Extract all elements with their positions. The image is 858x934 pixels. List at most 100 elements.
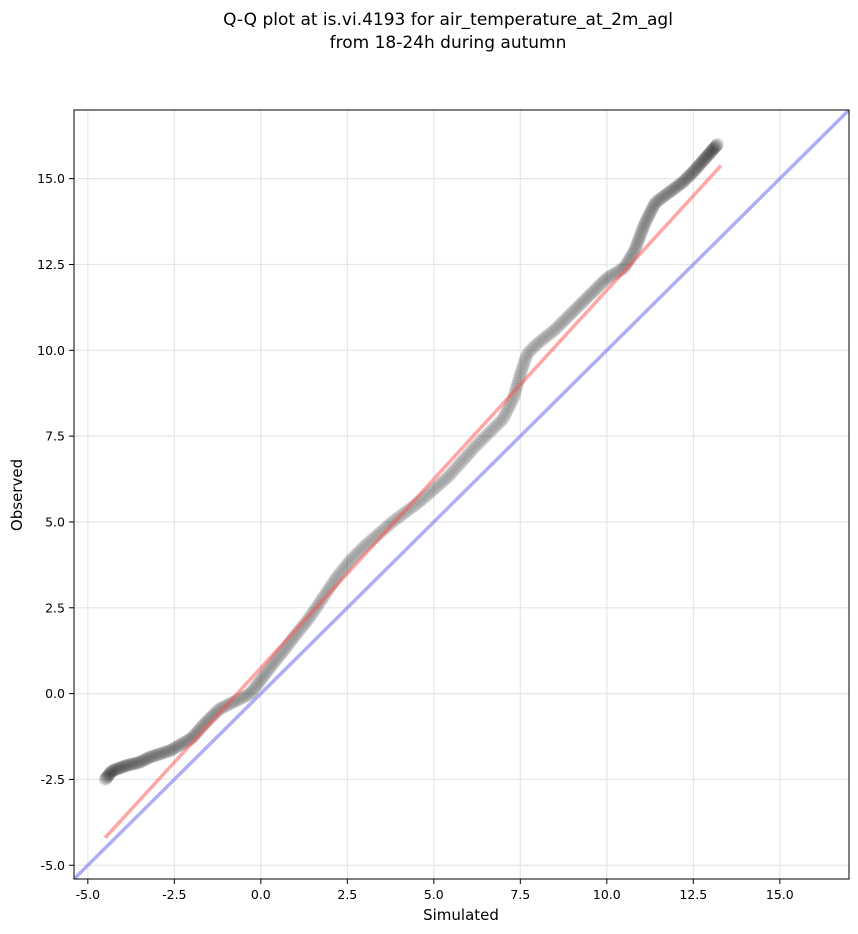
data-point	[349, 547, 363, 561]
data-point	[528, 339, 542, 353]
data-point	[633, 228, 647, 242]
data-point	[676, 175, 690, 189]
data-point	[149, 748, 163, 762]
data-point	[347, 549, 361, 563]
data-point	[382, 518, 396, 532]
data-point	[158, 745, 172, 759]
data-point	[255, 671, 269, 685]
data-point	[425, 484, 439, 498]
data-point	[566, 304, 580, 318]
data-point	[345, 551, 359, 565]
data-point	[637, 219, 651, 233]
data-point	[673, 177, 687, 191]
data-point	[575, 296, 589, 310]
data-point	[693, 157, 707, 171]
data-point	[656, 190, 670, 204]
data-point	[466, 442, 480, 456]
x-tick-label: 5.0	[424, 887, 444, 902]
data-point	[604, 268, 618, 282]
data-point	[240, 688, 254, 702]
fit-line-path	[103, 164, 723, 839]
data-point	[711, 137, 725, 151]
data-point	[682, 169, 696, 183]
data-point	[109, 762, 123, 776]
data-point	[655, 191, 669, 205]
data-point	[704, 145, 718, 159]
data-point	[123, 758, 137, 772]
data-point	[464, 444, 478, 458]
data-point	[526, 341, 540, 355]
data-point	[160, 745, 174, 759]
data-point	[494, 414, 508, 428]
data-point	[112, 761, 126, 775]
data-point	[453, 457, 467, 471]
data-point	[169, 740, 183, 754]
data-point	[585, 286, 599, 300]
x-axis-ticks: -5.0 -2.5 0.0 2.5 5.0 7.5 10.0 12.5 15.0	[76, 879, 794, 902]
data-point	[296, 618, 310, 632]
data-point	[672, 178, 686, 192]
data-point	[251, 677, 265, 691]
identity-line	[74, 110, 849, 879]
data-point	[139, 752, 153, 766]
data-point	[457, 452, 471, 466]
data-point	[577, 294, 591, 308]
data-point	[474, 434, 488, 448]
data-point	[665, 183, 679, 197]
data-point	[687, 164, 701, 178]
data-point	[646, 200, 660, 214]
data-point	[451, 459, 465, 473]
data-point	[648, 197, 662, 211]
data-point	[486, 422, 500, 436]
data-point	[705, 144, 719, 158]
data-point	[634, 226, 648, 240]
data-point	[704, 144, 718, 158]
data-point	[517, 356, 531, 370]
data-point	[701, 149, 715, 163]
data-point	[697, 153, 711, 167]
data-point	[709, 139, 723, 153]
data-point	[631, 234, 645, 248]
chart-title-line-2: from 18-24h during autumn	[330, 33, 567, 53]
data-point	[124, 757, 138, 771]
data-point	[262, 662, 276, 676]
data-point	[595, 276, 609, 290]
fit-line	[103, 164, 723, 839]
data-point	[538, 330, 552, 344]
data-point	[652, 193, 666, 207]
data-point	[663, 185, 677, 199]
data-point	[248, 680, 262, 694]
data-point	[104, 765, 118, 779]
data-point	[635, 224, 649, 238]
y-tick-label: 7.5	[45, 429, 65, 444]
data-point	[570, 301, 584, 315]
data-point	[540, 329, 554, 343]
data-point	[696, 154, 710, 168]
identity-line-path	[74, 110, 849, 879]
data-point	[131, 756, 145, 770]
data-point	[100, 770, 114, 784]
data-point	[168, 741, 182, 755]
data-point	[455, 454, 469, 468]
data-point	[641, 210, 655, 224]
data-point	[107, 763, 121, 777]
data-point	[145, 750, 159, 764]
y-tick-label: 10.0	[37, 343, 65, 358]
data-point	[444, 467, 458, 481]
data-point	[488, 420, 502, 434]
data-point	[695, 155, 709, 169]
data-point	[459, 450, 473, 464]
data-point	[502, 400, 516, 414]
data-point	[403, 502, 417, 516]
data-point	[690, 161, 704, 175]
data-point	[702, 147, 716, 161]
data-point	[639, 215, 653, 229]
grid-lines	[74, 110, 849, 879]
data-point	[213, 702, 227, 716]
data-point	[580, 291, 594, 305]
data-point	[631, 236, 645, 250]
data-point	[260, 665, 274, 679]
y-tick-label: -2.5	[41, 772, 65, 787]
x-tick-label: -2.5	[162, 887, 186, 902]
data-point	[644, 203, 658, 217]
